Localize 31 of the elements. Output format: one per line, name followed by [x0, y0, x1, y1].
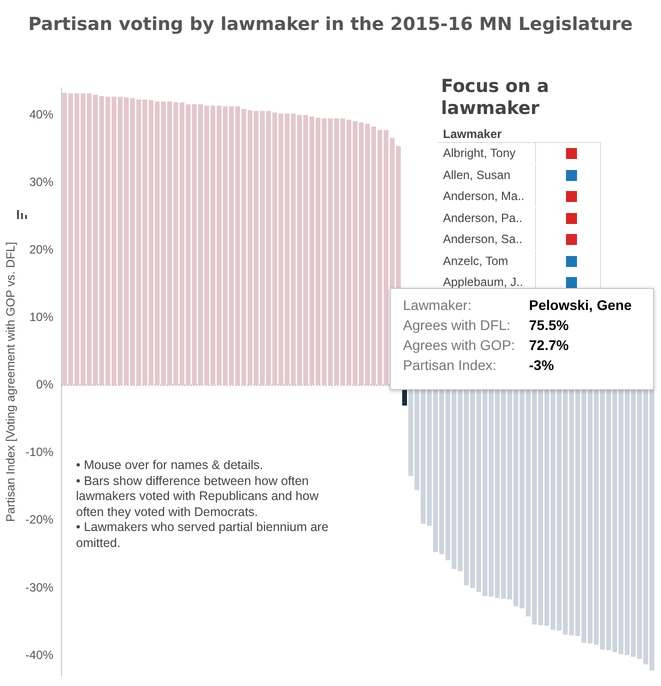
annotation: -3% [529, 357, 554, 375]
annotation: Anderson, Ma.. [438, 186, 536, 208]
annotation: • Mouse over for names & details. [76, 458, 264, 474]
annotation: Albright, Tony [438, 143, 536, 164]
annotation: 72.7% [529, 337, 569, 355]
annotation: Lawmaker [443, 127, 502, 141]
annotation: Agrees with DFL: [402, 317, 512, 335]
y-tick-label: 40% [29, 107, 54, 122]
annotation: Partisan Index: [402, 357, 498, 375]
annotation: Agrees with GOP: [402, 337, 516, 355]
annotation: Lawmaker: [402, 297, 472, 315]
annotation: Allen, Susan [438, 164, 536, 186]
y-tick-label: 0% [36, 378, 54, 392]
annotation: • Bars show difference between how often lawmakers voted with Republicans and how often they voted with Democrats. [76, 474, 320, 520]
y-axis-title: Partisan Index [Voting agreement with GOP vs. DFL] [4, 242, 18, 522]
y-tick-label: -30% [25, 580, 54, 594]
y-tick-label: -40% [25, 648, 54, 662]
annotation: Applebaum, J.. [438, 272, 536, 294]
y-tick-label: 20% [29, 242, 54, 256]
annotation: 75.5% [529, 317, 569, 335]
annotation: Focus on a lawmaker [441, 76, 550, 120]
y-tick-label: 30% [29, 174, 54, 189]
y-tick-label: 10% [29, 310, 54, 324]
annotation: Anderson, Pa.. [438, 208, 536, 229]
annotation: Pelowski, Gene [529, 297, 632, 315]
y-tick-label: -10% [25, 445, 54, 460]
annotation: Anderson, Sa.. [438, 229, 536, 250]
annotation: Anzelc, Tom [438, 250, 536, 272]
chart-title: Partisan voting by lawmaker in the 2015-16 MN Legislature [27, 14, 634, 35]
annotation: • Lawmakers who served partial biennium are omitted. [76, 520, 330, 551]
y-tick-label: -20% [25, 512, 54, 527]
